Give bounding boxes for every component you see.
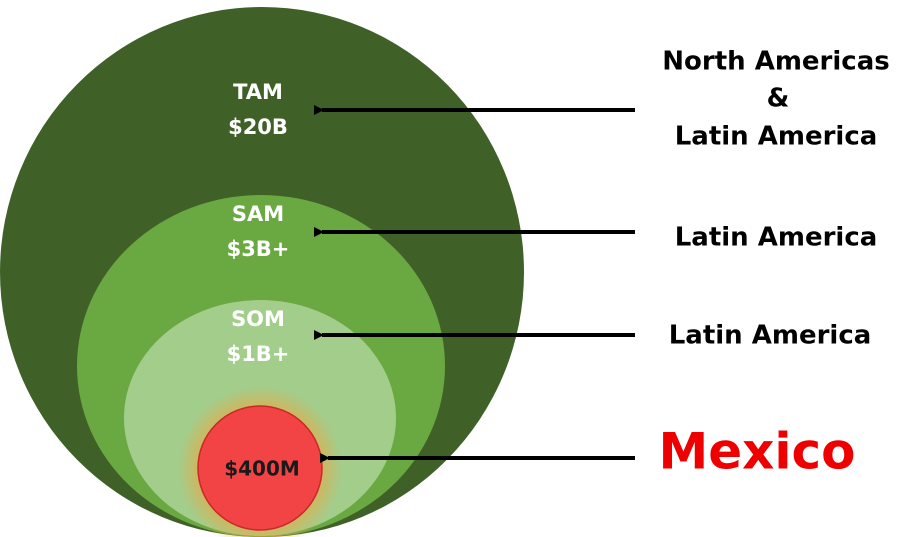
region-text: Mexico <box>658 423 855 481</box>
region-text: Latin America <box>669 321 872 351</box>
region-text: & <box>767 84 790 114</box>
sam-value: $3B+ <box>227 237 290 261</box>
region-text: Latin America <box>675 122 878 152</box>
som-label: SOM <box>231 307 285 331</box>
tam-value: $20B <box>228 115 288 139</box>
som-value: $1B+ <box>227 342 290 366</box>
sam-label: SAM <box>232 202 284 226</box>
mexico-value: $400M <box>224 457 300 481</box>
region-text: North Americas <box>662 47 889 77</box>
tam-label: TAM <box>233 80 283 104</box>
arrows <box>314 105 635 463</box>
region-text: Latin America <box>675 223 878 253</box>
mexico-circle <box>197 405 323 531</box>
